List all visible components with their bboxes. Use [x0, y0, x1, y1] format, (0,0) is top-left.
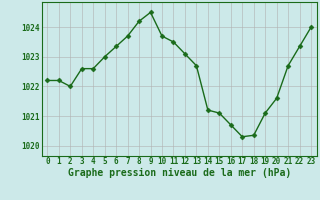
X-axis label: Graphe pression niveau de la mer (hPa): Graphe pression niveau de la mer (hPa) — [68, 168, 291, 178]
